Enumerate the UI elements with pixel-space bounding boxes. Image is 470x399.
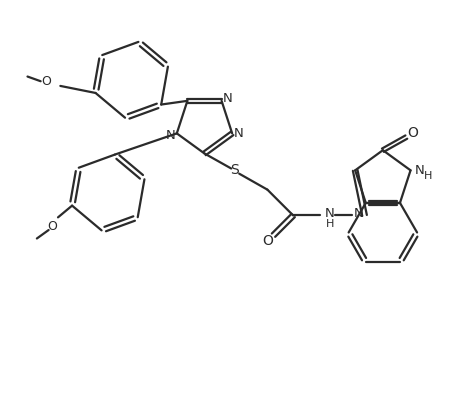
Text: S: S	[230, 163, 239, 177]
Text: N: N	[165, 129, 175, 142]
Text: O: O	[41, 75, 51, 88]
Text: O: O	[47, 220, 57, 233]
Text: N: N	[325, 207, 335, 219]
Text: H: H	[326, 219, 334, 229]
Text: O: O	[407, 126, 418, 140]
Text: H: H	[424, 172, 432, 182]
Text: N: N	[223, 92, 233, 105]
Text: N: N	[234, 127, 243, 140]
Text: N: N	[354, 207, 364, 219]
Text: O: O	[262, 234, 273, 248]
Text: N: N	[415, 164, 425, 177]
